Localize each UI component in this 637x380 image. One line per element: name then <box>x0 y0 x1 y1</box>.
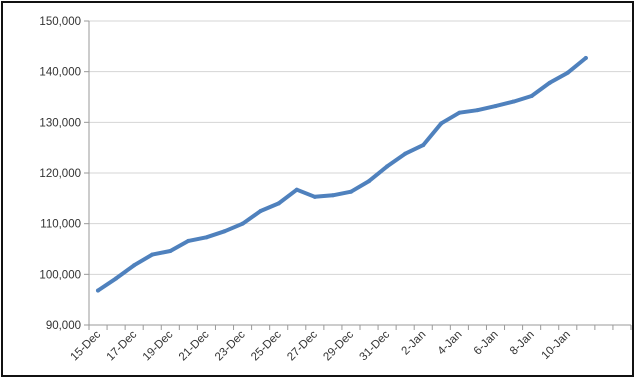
x-tick-label: 19-Dec <box>141 328 176 363</box>
data-point <box>348 189 353 194</box>
data-point <box>511 99 516 104</box>
x-tick-label: 27-Dec <box>285 328 320 363</box>
data-point <box>204 235 209 240</box>
data-point <box>132 263 137 268</box>
x-tick-label: 23-Dec <box>213 328 248 363</box>
x-tick-label: 29-Dec <box>321 328 356 363</box>
data-point <box>565 70 570 75</box>
data-point <box>168 249 173 254</box>
x-tick-labels: 15-Dec 17-Dec 19-Dec 21-Dec 23-Dec 25-Dec 27-D… <box>68 328 572 363</box>
x-tick-label: 31-Dec <box>358 328 393 363</box>
data-point <box>276 201 281 206</box>
data-point <box>258 209 263 213</box>
data-point <box>294 187 299 192</box>
line-chart: 90,000 100,000 110,000 120,000 130,000 140,00… <box>39 16 632 363</box>
data-point <box>367 179 372 184</box>
y-tick-label: 110,000 <box>40 219 81 231</box>
data-point <box>457 110 462 115</box>
x-tick-label: 21-Dec <box>177 328 212 363</box>
series-line <box>96 56 588 293</box>
x-tick-label: 6-Jan <box>472 329 501 358</box>
axes <box>84 20 632 330</box>
data-point <box>330 193 335 198</box>
data-point <box>312 194 317 199</box>
data-point <box>222 229 227 234</box>
data-point <box>547 80 552 85</box>
data-point <box>493 104 498 109</box>
data-point <box>475 108 480 113</box>
x-tick-label: 25-Dec <box>249 328 284 363</box>
y-tick-label: 140,000 <box>39 67 81 79</box>
data-point <box>150 252 155 257</box>
y-tick-labels: 90,000 100,000 110,000 120,000 130,000 140,00… <box>39 16 81 332</box>
data-point <box>186 238 191 243</box>
data-point <box>439 121 444 126</box>
x-tick-label: 8-Jan <box>508 329 537 358</box>
data-point <box>583 55 588 60</box>
x-tick-label: 10-Jan <box>540 329 573 362</box>
y-tick-label: 150,000 <box>39 16 81 28</box>
data-point <box>240 221 245 226</box>
data-point <box>529 93 534 98</box>
x-tick-label: 15-Dec <box>68 328 103 363</box>
data-point <box>385 164 390 169</box>
data-point <box>421 143 426 148</box>
x-tick-label: 2-Jan <box>400 329 429 358</box>
y-tick-label: 100,000 <box>39 269 81 281</box>
y-tick-label: 120,000 <box>39 168 81 180</box>
gridlines <box>89 20 631 275</box>
data-point <box>403 151 408 156</box>
y-tick-label: 130,000 <box>39 117 81 129</box>
series-layer <box>96 55 588 293</box>
x-tick-label: 17-Dec <box>105 328 140 363</box>
y-tick-label: 90,000 <box>46 320 81 332</box>
x-tick-label: 4-Jan <box>436 329 465 358</box>
data-point <box>96 288 101 293</box>
data-point <box>114 276 119 281</box>
